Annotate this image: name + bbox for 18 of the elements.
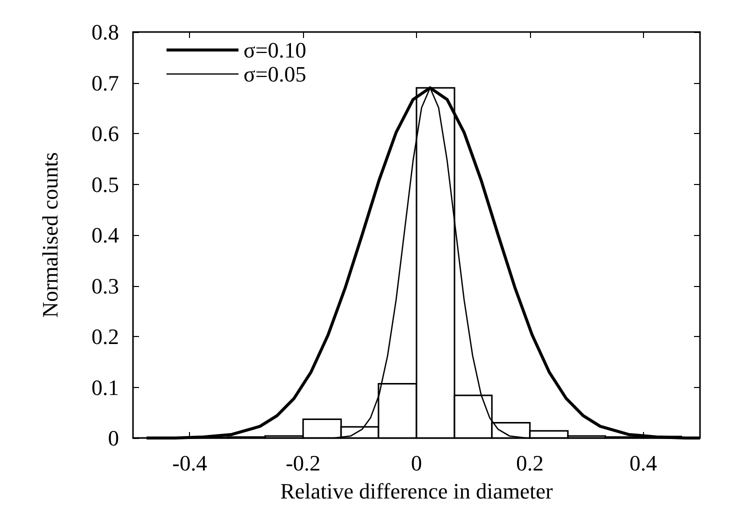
x-tick-label: 0 <box>411 450 422 476</box>
x-tick-label: 0.2 <box>516 450 544 476</box>
x-tick-label: 0.4 <box>630 450 658 476</box>
x-tick-label: -0.2 <box>286 450 321 476</box>
y-tick-label: 0.5 <box>92 172 119 197</box>
y-tick-label: 0.7 <box>92 70 119 96</box>
y-tick-label: 0.2 <box>92 324 119 349</box>
legend-label: σ=0.05 <box>244 62 306 86</box>
y-tick-label: 0.4 <box>92 222 119 248</box>
y-tick-label: 0.8 <box>92 20 119 44</box>
y-axis-title: Normalised counts <box>38 152 62 318</box>
legend-label: σ=0.10 <box>244 38 306 62</box>
y-tick-label: 0.1 <box>92 374 119 400</box>
y-tick-label: 0 <box>108 426 119 450</box>
y-tick-label: 0.6 <box>92 121 119 146</box>
x-tick-label: -0.4 <box>172 450 208 476</box>
y-tick-label: 0.3 <box>92 273 119 298</box>
x-axis-title: Relative difference in diameter <box>280 478 554 504</box>
